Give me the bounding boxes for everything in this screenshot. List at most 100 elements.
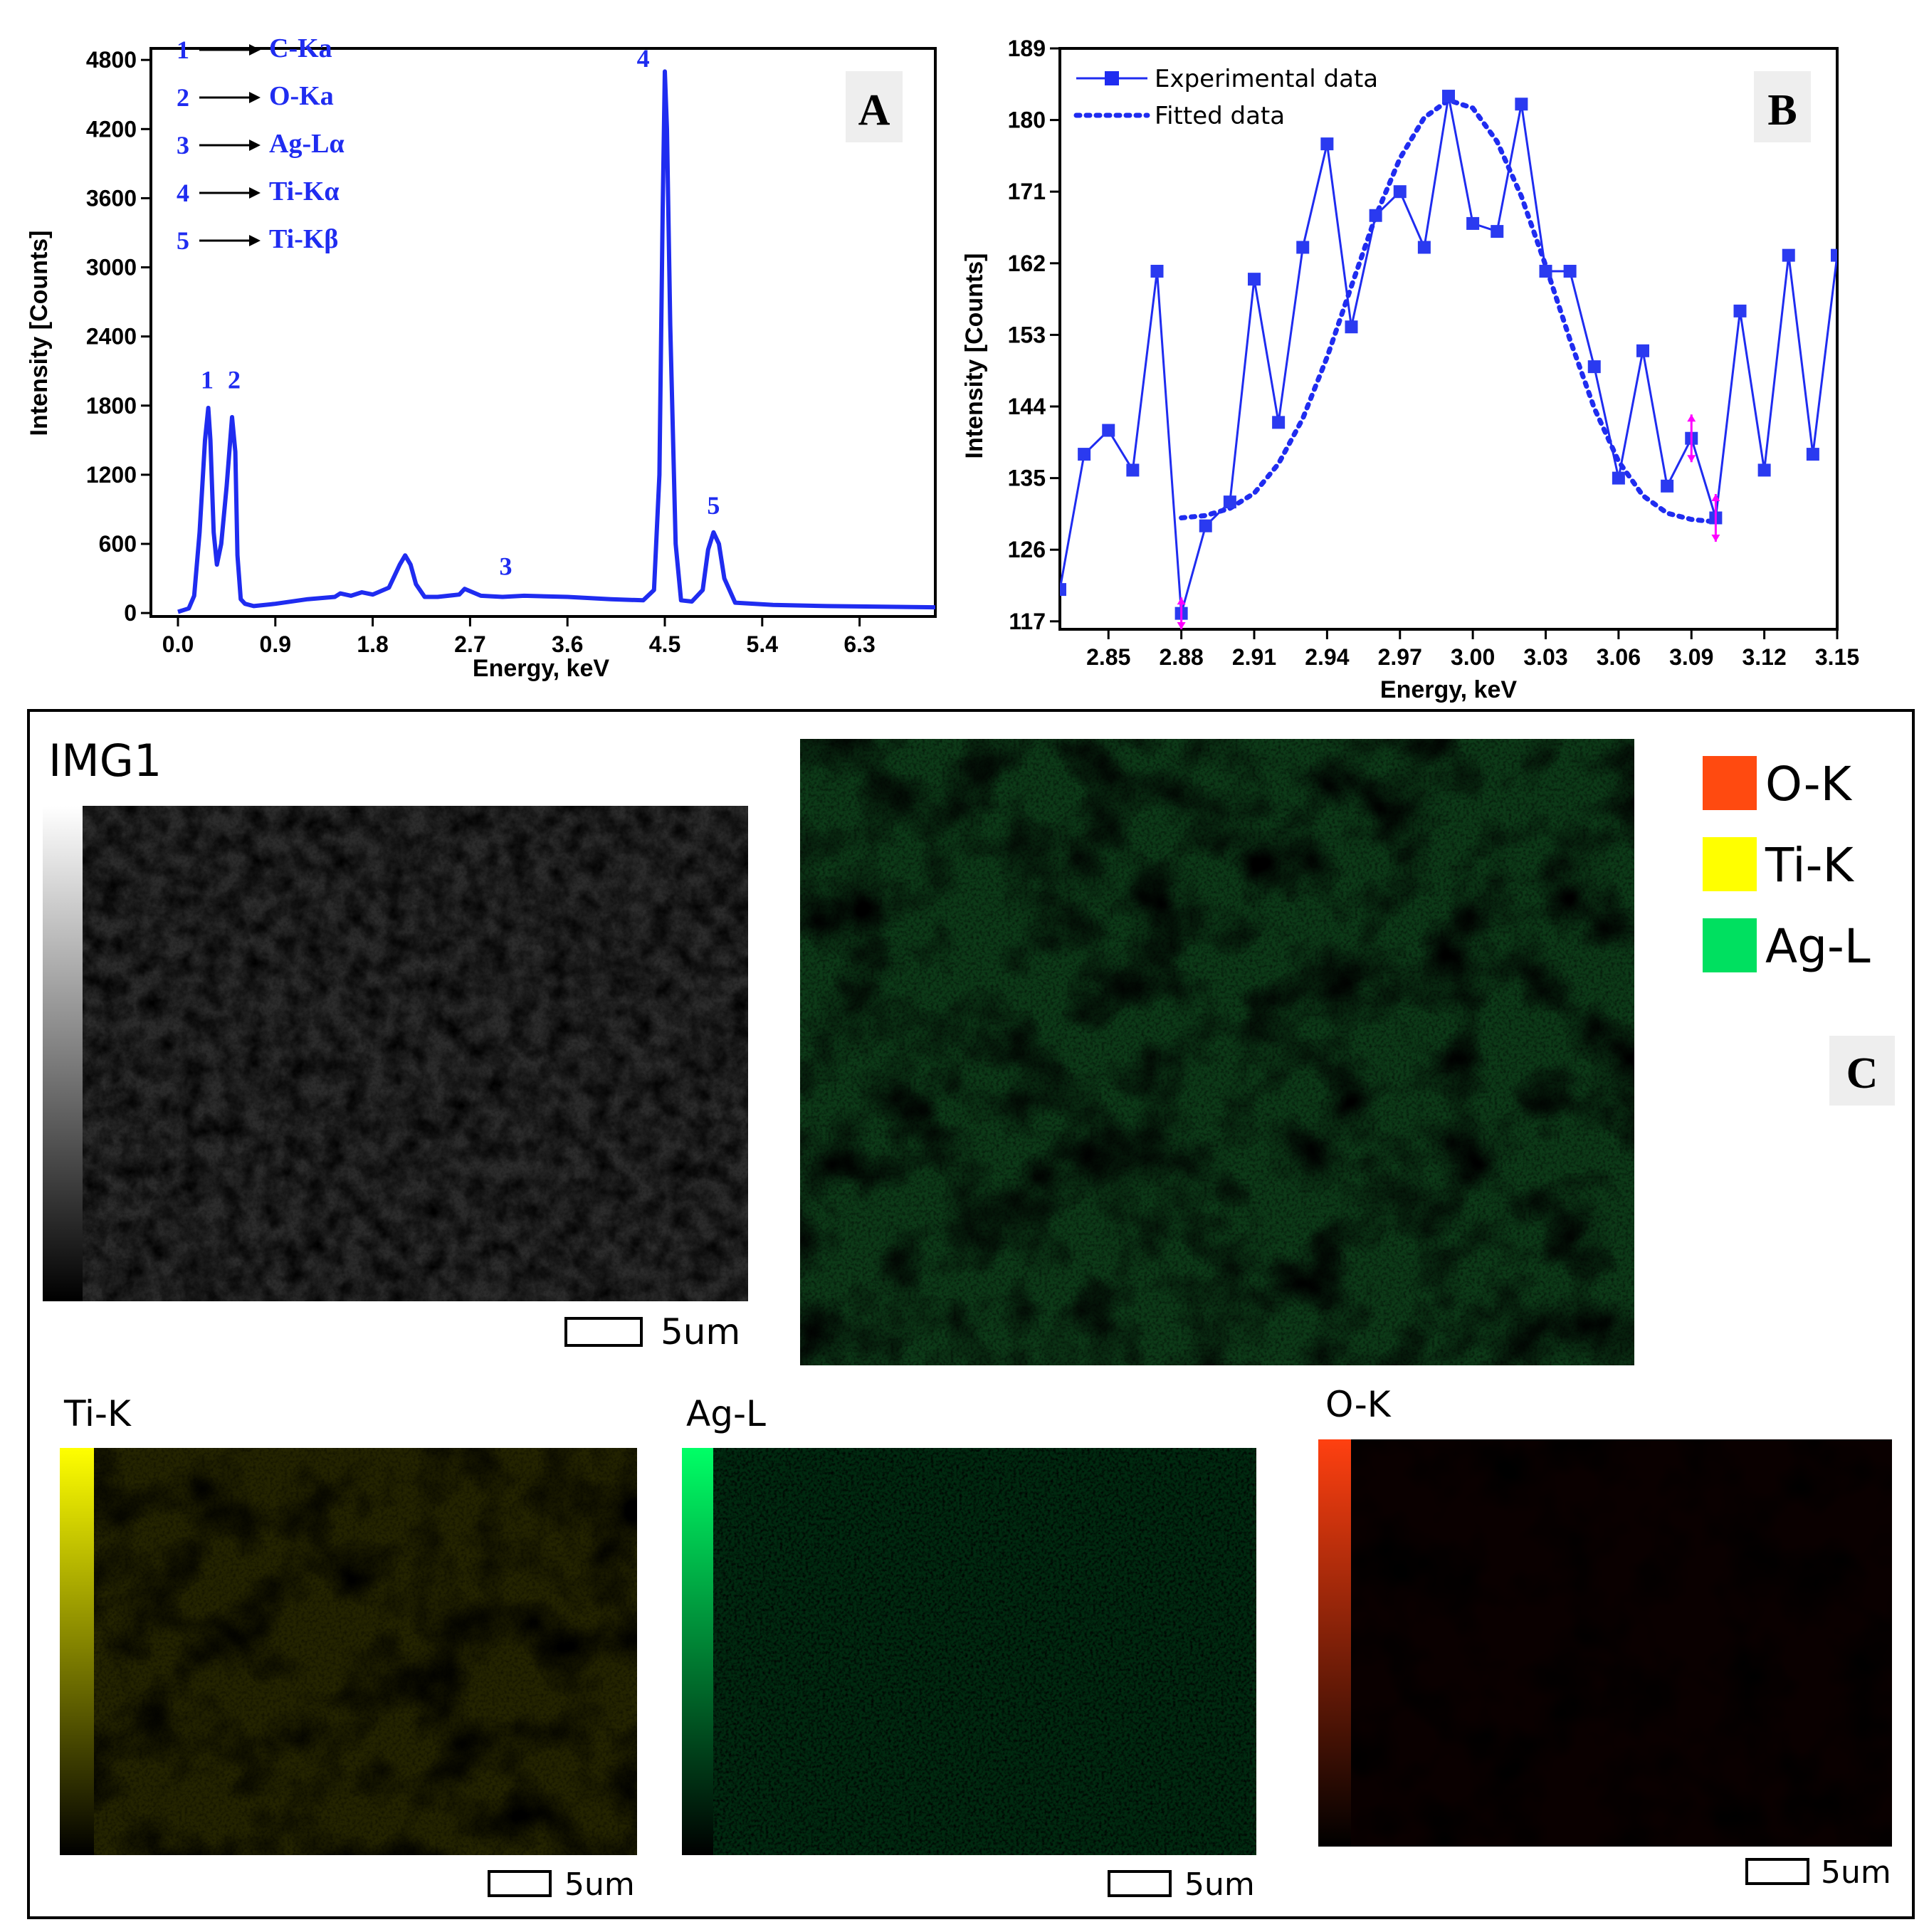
img1-title: IMG1 — [48, 735, 162, 787]
b-x-tick-label: 3.00 — [1451, 644, 1495, 670]
a-x-tick-label: 1.8 — [357, 631, 388, 657]
panel-b-chart: 117 126 135 144 153 162 171 180 189 2.85 2.88 2.91… — [961, 36, 1859, 703]
legend-element-label: Ti-Kβ — [269, 224, 338, 254]
experimental-point — [1060, 583, 1066, 597]
o-map-colorbar — [1318, 1439, 1351, 1847]
b-x-tick-label: 2.88 — [1159, 644, 1203, 670]
experimental-point — [1539, 264, 1552, 278]
legend-element-label: Ag-Lα — [269, 129, 345, 159]
legend-number: 5 — [177, 226, 189, 255]
panel-a-x-ticks: 0.0 0.9 1.8 2.7 3.6 4.5 5.4 6.3 — [162, 616, 876, 657]
a-y-tick-label: 2400 — [86, 324, 137, 350]
b-x-tick-label: 3.09 — [1669, 644, 1713, 670]
b-x-tick-label: 2.97 — [1378, 644, 1422, 670]
b-x-tick-label: 3.03 — [1523, 644, 1567, 670]
panel-a-x-axis-label: Energy, keV — [473, 655, 609, 682]
legend-arrow-head — [249, 140, 261, 151]
ag-map-colorbar — [682, 1448, 713, 1855]
legend-label: Ti-K — [1765, 838, 1854, 893]
ag-map-scale-bar — [1108, 1870, 1172, 1897]
ti-map-scale-label: 5um — [564, 1867, 635, 1903]
panel-c-label: C — [1846, 1049, 1878, 1098]
error-bar-cap — [1711, 493, 1720, 501]
peak-label: 4 — [637, 44, 650, 73]
panel-c-label-box — [1829, 1036, 1895, 1106]
a-x-tick-label: 4.5 — [649, 631, 680, 657]
a-y-tick-label: 1200 — [86, 462, 137, 488]
peak-label: 5 — [707, 491, 720, 520]
panel-a-y-ticks: 0 600 1200 1800 2400 3000 3600 4200 4800 — [86, 47, 151, 626]
a-x-tick-label: 3.6 — [552, 631, 583, 657]
a-x-tick-label: 0.9 — [260, 631, 291, 657]
experimental-point — [1612, 471, 1625, 485]
b-x-tick-label: 3.06 — [1597, 644, 1641, 670]
panel-a-chart: 0 600 1200 1800 2400 3000 3600 4200 4800 0.0 0.9 1… — [26, 33, 937, 682]
panel-b-markers — [1060, 90, 1837, 620]
panel-b-fitted-line — [1179, 97, 1718, 525]
peak-label: 3 — [500, 552, 513, 581]
panel-b-legend: Experimental data Fitted data — [1073, 65, 1378, 130]
experimental-point — [1345, 320, 1358, 334]
a-y-tick-label: 0 — [124, 600, 137, 626]
ag-map-title: Ag-L — [686, 1393, 766, 1434]
img1-sem-image — [83, 806, 748, 1301]
error-bar-cap — [1687, 455, 1696, 463]
legend-swatch — [1703, 837, 1757, 891]
experimental-point — [1806, 448, 1819, 461]
legend-number: 1 — [177, 36, 189, 64]
ti-map-title: Ti-K — [63, 1393, 132, 1434]
legend-experimental-label: Experimental data — [1155, 65, 1378, 93]
panel-a-label-box — [846, 71, 903, 142]
ti-map-image — [94, 1448, 637, 1855]
legend-fitted-label: Fitted data — [1155, 102, 1285, 130]
error-bar-cap — [1177, 622, 1186, 629]
b-y-tick-label: 117 — [1009, 609, 1046, 634]
a-y-tick-label: 4800 — [86, 47, 137, 73]
a-y-tick-label: 3600 — [86, 185, 137, 211]
b-x-tick-label: 2.94 — [1305, 644, 1349, 670]
b-y-tick-label: 171 — [1008, 179, 1046, 204]
experimental-point — [1320, 137, 1334, 151]
experimental-point — [1223, 495, 1236, 509]
panel-a-legend: 1 C-Ka 2 O-Ka 3 Ag-Lα 4 Ti-Kα 5 Ti-Kβ — [177, 33, 345, 255]
legend-element-label: O-Ka — [269, 81, 334, 111]
ag-map-scale-label: 5um — [1184, 1867, 1255, 1903]
overlay-map-image — [800, 739, 1634, 1365]
experimental-point — [1442, 90, 1455, 103]
legend-number: 2 — [177, 83, 189, 112]
legend-element-label: Ti-Kα — [269, 177, 340, 206]
panel-a-peak-labels: 1 2 3 4 5 — [201, 44, 720, 581]
a-x-tick-label: 6.3 — [843, 631, 875, 657]
experimental-point — [1515, 98, 1528, 111]
a-x-tick-label: 0.0 — [162, 631, 194, 657]
legend-arrow-head — [249, 187, 261, 199]
o-map-scale-bar — [1745, 1858, 1809, 1885]
b-y-tick-label: 180 — [1008, 107, 1046, 133]
experimental-point — [1150, 264, 1164, 278]
experimental-point — [1078, 448, 1091, 461]
panel-b-label: B — [1767, 86, 1797, 135]
b-y-tick-label: 189 — [1008, 36, 1046, 61]
b-x-tick-label: 3.12 — [1742, 644, 1786, 670]
legend-experimental-marker — [1105, 71, 1119, 85]
b-x-tick-label: 3.15 — [1815, 644, 1859, 670]
experimental-point — [1296, 241, 1310, 254]
experimental-point — [1417, 241, 1431, 254]
a-x-tick-label: 5.4 — [747, 631, 779, 657]
a-y-tick-label: 4200 — [86, 116, 137, 142]
a-y-tick-label: 1800 — [86, 393, 137, 419]
o-map-image — [1351, 1439, 1892, 1847]
legend-number: 4 — [177, 179, 189, 207]
o-map-scale-label: 5um — [1821, 1854, 1891, 1891]
experimental-point — [1782, 248, 1795, 262]
legend-label: O-K — [1765, 757, 1853, 812]
experimental-point — [1491, 225, 1504, 238]
error-bar-cap — [1687, 414, 1696, 422]
legend-arrow-head — [249, 235, 261, 246]
a-x-tick-label: 2.7 — [454, 631, 485, 657]
b-y-tick-label: 144 — [1008, 394, 1046, 419]
experimental-point — [1466, 216, 1480, 230]
ti-map-colorbar — [60, 1448, 94, 1855]
panel-b-x-ticks: 2.85 2.88 2.91 2.94 2.97 3.00 3.03 3.06 3.09 3.12… — [1086, 629, 1859, 670]
